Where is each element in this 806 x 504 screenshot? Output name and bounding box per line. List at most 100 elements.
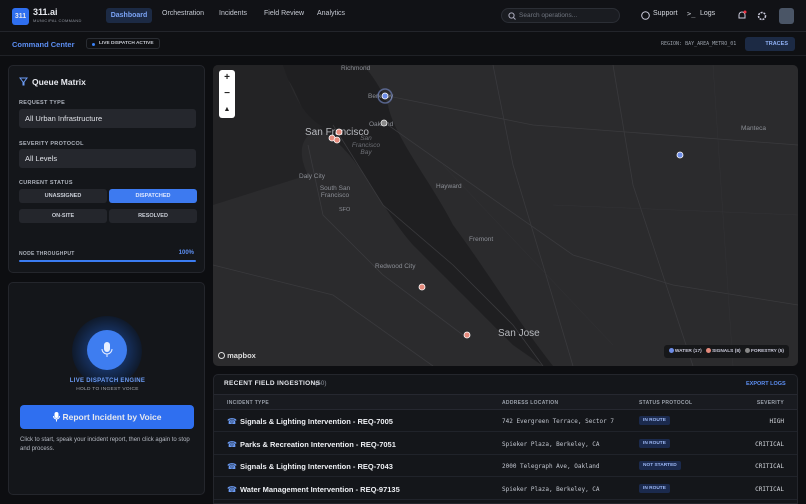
column-header: ADDRESS LOCATION xyxy=(502,400,559,406)
marker-ring xyxy=(377,88,393,104)
logs-icon: >_ xyxy=(687,10,696,18)
status-button[interactable]: DISPATCHED xyxy=(109,189,197,203)
mic-icon xyxy=(101,342,113,357)
column-header: STATUS PROTOCOL xyxy=(639,400,693,406)
table-row[interactable] xyxy=(214,478,797,500)
legend-label: SIGNALS (8) xyxy=(712,349,741,354)
severity: CRITICAL xyxy=(755,440,784,448)
address: 742 Evergreen Terrace, Sector 7 xyxy=(502,418,614,425)
mic-button[interactable] xyxy=(87,330,127,370)
attribution-text: mapbox xyxy=(227,351,256,360)
brand: 311.ai xyxy=(33,7,58,17)
status-badge: IN ROUTE xyxy=(639,483,670,493)
report-button[interactable]: Report Incident by Voice xyxy=(20,405,194,429)
status-button[interactable]: UNASSIGNED xyxy=(19,189,107,203)
phone-icon: ☎ xyxy=(227,462,237,471)
panel-title: Queue Matrix xyxy=(32,77,86,87)
support-link[interactable]: Support xyxy=(653,10,678,17)
status-button[interactable]: RESOLVED xyxy=(109,209,197,223)
place-label: Manteca xyxy=(741,125,766,132)
queue-matrix: Queue Matrix REQUEST TYPE All Urban Infr… xyxy=(8,65,205,273)
nav-item[interactable]: Incidents xyxy=(219,10,248,17)
nav-item[interactable]: Dashboard xyxy=(106,8,152,23)
legend-label: WATER (17) xyxy=(674,349,702,354)
field-label: REQUEST TYPE xyxy=(19,100,66,106)
marker-group xyxy=(328,88,684,339)
status-badge: NOT STARTED xyxy=(639,461,681,470)
place-label: Hayward xyxy=(436,183,462,190)
throughput-value: 100% xyxy=(178,250,194,256)
incident-type: Water Management Intervention - REQ-9713… xyxy=(240,484,400,494)
voice-panel: LIVE DISPATCH ENGINE HOLD TO INGEST VOIC… xyxy=(8,282,205,495)
avatar[interactable] xyxy=(779,8,794,24)
settings-icon[interactable] xyxy=(757,11,767,21)
place-label: San Jose xyxy=(498,328,540,339)
top-bar: 311 311.ai MUNICIPAL COMMAND Dashboard O… xyxy=(0,0,806,32)
live-dot xyxy=(92,43,95,46)
help-icon xyxy=(641,11,650,20)
zoom-controls: + − ▲ xyxy=(219,70,235,118)
nav-item[interactable]: Field Review xyxy=(264,10,305,17)
incident-type: Parks & Recreation Intervention - REQ-70… xyxy=(240,439,396,449)
zoom-out[interactable]: − xyxy=(224,88,230,99)
logs-link[interactable]: Logs xyxy=(700,10,716,17)
logo[interactable]: 311 xyxy=(12,8,29,25)
severity: CRITICAL xyxy=(755,463,784,470)
table-row[interactable] xyxy=(214,433,797,455)
place-label: San Francisco Bay xyxy=(351,135,381,156)
nav-item[interactable]: Orchestration xyxy=(162,10,205,17)
legend-swatch xyxy=(705,348,711,353)
map-base xyxy=(213,65,798,366)
zoom-in[interactable]: + xyxy=(224,72,230,83)
status-badge: IN ROUTE xyxy=(639,416,670,425)
marker[interactable] xyxy=(380,119,388,127)
phone-icon: ☎ xyxy=(227,439,237,449)
traces-button[interactable]: TRACES xyxy=(745,37,795,51)
status-button[interactable]: ON-SITE xyxy=(19,209,107,223)
marker[interactable] xyxy=(418,283,426,291)
engine-label: LIVE DISPATCH ENGINE xyxy=(69,378,146,384)
place-label: Redwood City xyxy=(375,263,416,270)
bell-icon[interactable] xyxy=(737,10,747,21)
throughput-label: NODE THROUGHPUT xyxy=(19,251,75,257)
field-label: CURRENT STATUS xyxy=(19,180,73,186)
report-label: Report Incident by Voice xyxy=(62,412,162,422)
severity-select[interactable]: All Levels xyxy=(19,149,196,168)
export-link[interactable]: EXPORT LOGS xyxy=(746,381,786,387)
request-type-select[interactable]: All Urban Infrastructure xyxy=(19,109,196,128)
column-header: INCIDENT TYPE xyxy=(227,400,269,406)
brand-subtitle: MUNICIPAL COMMAND xyxy=(33,18,82,23)
nav-item[interactable]: Analytics xyxy=(317,10,346,17)
page-title: Command Center xyxy=(12,40,75,49)
live-text: LIVE DISPATCH ACTIVE xyxy=(99,41,154,46)
search-box[interactable]: Search operations... xyxy=(501,8,620,23)
legend-label: FORESTRY (5) xyxy=(750,349,784,354)
marker[interactable] xyxy=(333,136,341,144)
incident-type: Signals & Lighting Intervention - REQ-70… xyxy=(240,462,393,471)
column-header: SEVERITY xyxy=(756,400,784,406)
table-row[interactable] xyxy=(214,455,797,477)
place-label: Richmond xyxy=(341,65,371,72)
region: REGION: BAY_AREA_METRO_01 xyxy=(661,41,737,47)
marker[interactable] xyxy=(381,92,389,100)
marker[interactable] xyxy=(676,151,684,159)
engine-hint: HOLD TO INGEST VOICE xyxy=(76,387,139,392)
mic-icon xyxy=(53,412,60,422)
place-label: Daly City xyxy=(299,173,326,180)
place-label: SFO xyxy=(339,207,351,213)
severity: HIGH xyxy=(769,418,784,425)
severity: CRITICAL xyxy=(755,485,784,493)
legend-swatch xyxy=(744,348,750,353)
map[interactable]: Richmond Berkeley Oakland San Francisco … xyxy=(213,65,798,366)
throughput-bar xyxy=(19,260,196,262)
table-count: (50) xyxy=(315,380,327,387)
map-attribution: mapbox xyxy=(218,351,256,360)
live-badge: LIVE DISPATCH ACTIVE xyxy=(86,38,160,49)
table-row[interactable] xyxy=(214,410,797,432)
search-placeholder: Search operations... xyxy=(519,12,578,19)
address: Spieker Plaza, Berkeley, CA xyxy=(502,440,600,448)
marker[interactable] xyxy=(463,331,471,339)
marker[interactable] xyxy=(335,128,343,136)
compass[interactable]: ▲ xyxy=(223,106,231,113)
